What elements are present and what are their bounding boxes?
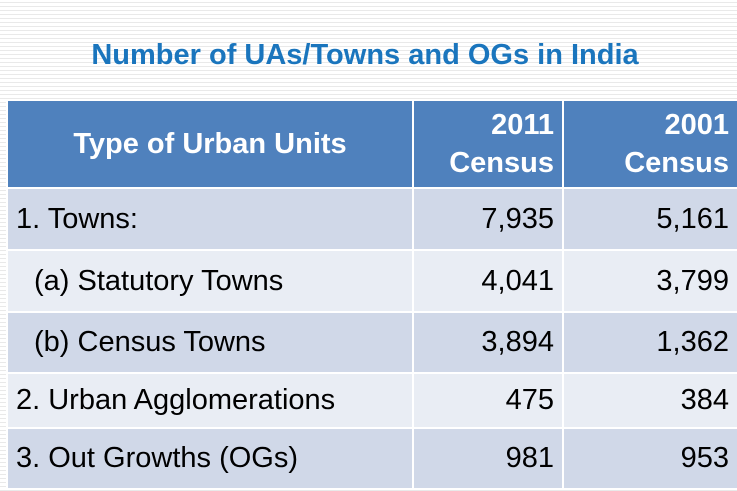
header-2011-census: 2011 Census [412, 99, 564, 189]
cell-urban-agglomerations-2011: 475 [412, 372, 564, 429]
cell-out-growths-2001: 953 [562, 427, 737, 490]
row-label-census-towns: (b) Census Towns [6, 311, 414, 374]
row-label-statutory-towns: (a) Statutory Towns [6, 249, 414, 313]
table-row: 1. Towns: 7,935 5,161 [6, 187, 737, 251]
row-label-out-growths: 3. Out Growths (OGs) [6, 427, 414, 490]
urban-units-table: Type of Urban Units 2011 Census 2001 Cen… [6, 99, 737, 490]
cell-statutory-towns-2001: 3,799 [562, 249, 737, 313]
cell-census-towns-2001: 1,362 [562, 311, 737, 374]
row-label-towns: 1. Towns: [6, 187, 414, 251]
cell-towns-2001: 5,161 [562, 187, 737, 251]
table-row: (a) Statutory Towns 4,041 3,799 [6, 249, 737, 313]
header-type-of-urban-units: Type of Urban Units [6, 99, 414, 189]
cell-statutory-towns-2011: 4,041 [412, 249, 564, 313]
header-2001-census: 2001 Census [562, 99, 737, 189]
table-header-row: Type of Urban Units 2011 Census 2001 Cen… [6, 99, 737, 189]
cell-towns-2011: 7,935 [412, 187, 564, 251]
page-title: Number of UAs/Towns and OGs in India [91, 39, 639, 71]
table-row: 3. Out Growths (OGs) 981 953 [6, 427, 737, 490]
cell-census-towns-2011: 3,894 [412, 311, 564, 374]
table-row: 2. Urban Agglomerations 475 384 [6, 372, 737, 429]
table-row: (b) Census Towns 3,894 1,362 [6, 311, 737, 374]
cell-urban-agglomerations-2001: 384 [562, 372, 737, 429]
cell-out-growths-2011: 981 [412, 427, 564, 490]
row-label-urban-agglomerations: 2. Urban Agglomerations [6, 372, 414, 429]
